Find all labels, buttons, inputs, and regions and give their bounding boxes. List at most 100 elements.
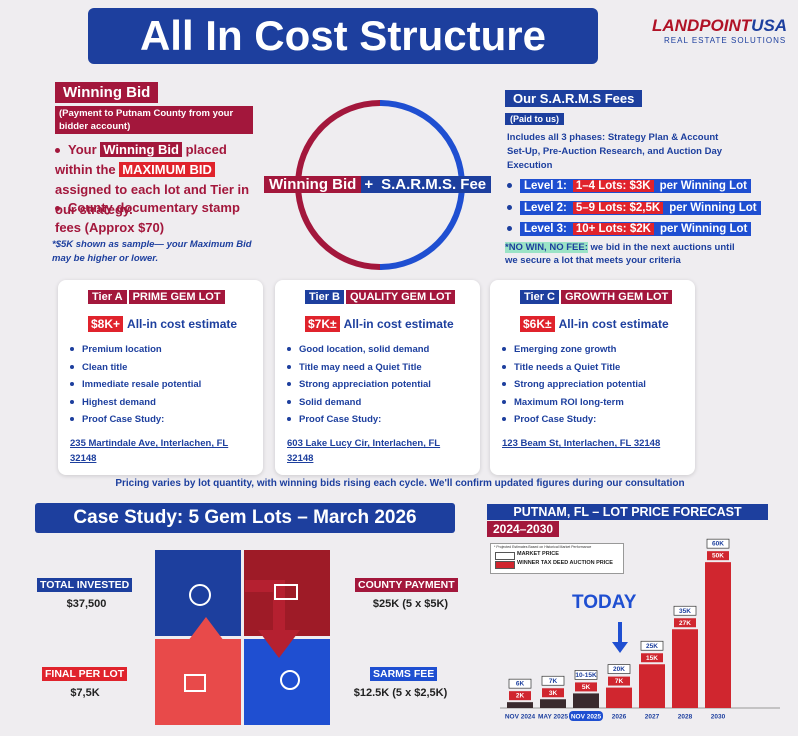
x-tick-label: 2026 (612, 714, 627, 721)
logo-country: USA (751, 16, 788, 35)
arrow (245, 580, 300, 658)
logo: LANDPOINTUSA (652, 16, 792, 36)
bullet-text: Title needs a Quiet Title (514, 361, 621, 373)
market-box (508, 678, 532, 689)
bullet: County documentary stamp fees (Approx $7… (55, 198, 265, 238)
bullet-dot (502, 417, 506, 422)
tier-name: GROWTH GEM LOT (560, 290, 673, 304)
bullet-dot (287, 347, 291, 352)
tier-header: Tier C GROWTH GEM LOT (520, 290, 673, 304)
bullet-dot (507, 226, 512, 232)
x-tick-label: 2027 (645, 714, 660, 721)
annotation-arrow (612, 622, 628, 653)
level-box: Level 1: 1–4 Lots: $3K per Winning Lot (520, 179, 752, 193)
level: Level 1: 1–4 Lots: $3K per Winning Lot (507, 178, 752, 195)
tier-bullet: Proof Case Study: (502, 414, 596, 425)
bullet-text: Highest demand (82, 396, 156, 408)
tier-name: PRIME GEM LOT (128, 290, 225, 304)
bullet-text: County documentary stamp fees (Approx $7… (55, 200, 240, 235)
level-name: Level 1: (524, 180, 567, 192)
bullet-dot (70, 399, 74, 404)
level-name: Level 2: (524, 201, 567, 214)
icon (280, 670, 300, 690)
bullet-text: Proof Case Study: (299, 414, 382, 425)
bullet-dot (287, 417, 291, 422)
piece (155, 550, 241, 636)
x-tick-label: NOV 2025 (571, 714, 602, 721)
bullet-dot (70, 364, 74, 369)
label-box (707, 551, 729, 561)
bullet-text: Your (68, 142, 101, 157)
bullet-dot (507, 183, 512, 189)
pricing-note: Pricing varies by lot quantity, with win… (115, 478, 685, 489)
bullet-text: Premium location (82, 344, 162, 355)
value-label: 7K (549, 678, 558, 685)
tier-price: $6K± All-in cost estimate (520, 316, 669, 332)
level-range: 1–4 Lots: $3K (572, 180, 654, 192)
annotation: TODAY (572, 592, 637, 613)
legend-label: WINNER TAX DEED AUCTION PRICE (517, 560, 613, 566)
bullet-text: placed within the (55, 142, 227, 177)
value-label: 15K (646, 655, 658, 662)
tier-price: $7K± All-in cost estimate (305, 316, 454, 332)
icon (274, 584, 298, 600)
label-box (542, 688, 564, 698)
category-highlight (569, 711, 603, 721)
bullet-text: Solid demand (299, 396, 362, 408)
legend-note: * Projected Estimates Based on Historica… (494, 545, 592, 549)
case-value: $25K (5 x $5K) (372, 598, 449, 610)
bullet-text: Strong appreciation potential (514, 379, 646, 390)
bullet-text: Maximum ROI long-term (514, 396, 624, 408)
case-title: Case Study: 5 Gem Lots – March 2026 (35, 503, 455, 533)
value-label: 5K (582, 684, 591, 691)
section-label: Our S.A.R.M.S Fees (505, 90, 643, 107)
bullet-text: Clean title (82, 361, 128, 373)
logo-tagline: REAL ESTATE SOLUTIONS (664, 36, 787, 45)
formula: Winning Bid + S.A.R.M.S. Fee (264, 173, 492, 197)
value-label: 35K (679, 608, 691, 615)
x-tick-label: 2028 (678, 714, 693, 721)
bullet-text: Emerging zone growth (514, 344, 617, 355)
level-unit: per Winning Lot (659, 180, 748, 192)
arrow (612, 622, 628, 653)
label-box (674, 618, 696, 628)
bullet-dot (70, 417, 74, 422)
arrow (185, 617, 240, 695)
level-range: 10+ Lots: $2K (572, 223, 654, 235)
bar (705, 562, 731, 708)
tier-address: 603 Lake Lucy Cir, Interlachen, FL 32148 (287, 438, 441, 464)
bar (606, 687, 632, 708)
market-box (574, 670, 598, 680)
tier-header: Tier A PRIME GEM LOT (88, 290, 225, 304)
bullet-dot (502, 364, 506, 369)
legend-label: MARKET PRICE (517, 551, 559, 557)
section-subtitle: (Paid to us) (505, 113, 564, 125)
label-box (608, 676, 630, 686)
value-label: 10-15K (575, 672, 597, 679)
chart: 2K 6K NOV 2024 3K 7K MAY 2025 5K 10-15K NOV 2025… (500, 538, 780, 721)
x-tick-label: NOV 2024 (505, 714, 536, 721)
market-box (706, 538, 730, 549)
price: $8K+ (88, 316, 124, 332)
market-box (673, 605, 697, 616)
tier-bullet: Clean title (70, 362, 127, 373)
label-box (641, 653, 663, 663)
section-subtitle: (Payment to Putnam County from your bidd… (55, 106, 253, 134)
value-label: 6K (516, 681, 525, 688)
case-label: COUNTY PAYMENT (355, 578, 458, 592)
bullet-text: Immediate resale potential (82, 379, 202, 390)
bullet-dot (55, 148, 60, 154)
value-label: 2K (516, 693, 525, 700)
level-unit: per Winning Lot (669, 201, 757, 214)
tier-address: 123 Beam St, Interlachen, FL 32148 (502, 438, 661, 449)
price: $7K± (305, 316, 340, 332)
level-unit: per Winning Lot (659, 223, 748, 235)
level-name: Level 3: (524, 223, 567, 235)
value-label: 25K (646, 643, 658, 650)
case-value: $7,5K (70, 687, 100, 699)
label-box (509, 691, 531, 701)
note: *NO WIN, NO FEE: we bid in the next auct… (505, 241, 735, 267)
chart-subtitle: 2024–2030 (487, 521, 560, 537)
piece (244, 639, 330, 725)
